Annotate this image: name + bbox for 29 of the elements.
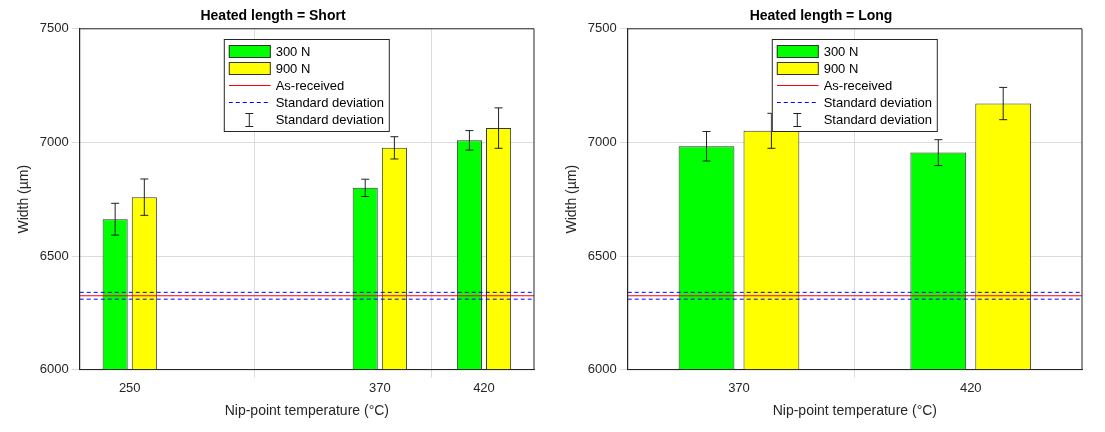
annotation: Standard deviation: [275, 110, 385, 128]
legend-label: 900 N: [823, 59, 859, 77]
y-axis-title: Width (µm): [15, 164, 32, 234]
legend-label: Standard deviation: [823, 93, 933, 111]
legend-label: Standard deviation: [275, 93, 385, 111]
y-axis-title: Width (µm): [563, 164, 580, 234]
legend-label: As-received: [275, 76, 345, 94]
y-tick-label: 7500: [587, 20, 617, 36]
x-axis-title: Nip-point temperature (°C): [224, 402, 390, 419]
x-axis-title: Nip-point temperature (°C): [772, 402, 938, 419]
chart-title: Heated length = Long: [749, 7, 893, 24]
y-tick-label: 6000: [587, 361, 617, 377]
x-tick-label: 420: [959, 379, 982, 395]
y-tick-label: 6500: [39, 247, 69, 263]
legend-label: As-received: [823, 76, 893, 94]
x-tick-label: 370: [368, 379, 391, 395]
legend-label: 900 N: [275, 59, 311, 77]
legend-label: 300 N: [823, 42, 859, 60]
y-tick-label: 6000: [39, 361, 69, 377]
y-tick-label: 6500: [587, 247, 617, 263]
x-tick-label: 250: [118, 379, 141, 395]
chart-title: Heated length = Short: [200, 7, 346, 24]
y-tick-label: 7500: [39, 20, 69, 36]
x-tick-label: 420: [473, 379, 495, 395]
legend-label: 300 N: [275, 42, 311, 60]
annotation: Standard deviation: [823, 110, 933, 128]
x-tick-label: 370: [728, 379, 750, 395]
y-tick-label: 7000: [587, 133, 617, 149]
y-tick-label: 7000: [39, 133, 69, 149]
